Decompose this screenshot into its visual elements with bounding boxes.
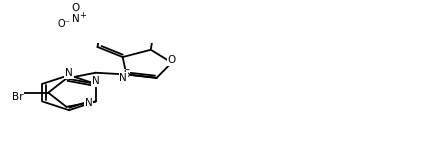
Text: N: N: [119, 73, 127, 83]
Text: N: N: [65, 68, 73, 78]
Text: O: O: [71, 3, 80, 13]
Text: S: S: [123, 70, 130, 79]
Text: N: N: [92, 76, 100, 86]
Text: O: O: [168, 55, 176, 65]
Text: Br: Br: [12, 92, 23, 102]
Text: N: N: [72, 14, 80, 24]
Text: N: N: [85, 98, 93, 108]
Text: O⁻: O⁻: [58, 19, 70, 29]
Text: +: +: [79, 11, 86, 20]
